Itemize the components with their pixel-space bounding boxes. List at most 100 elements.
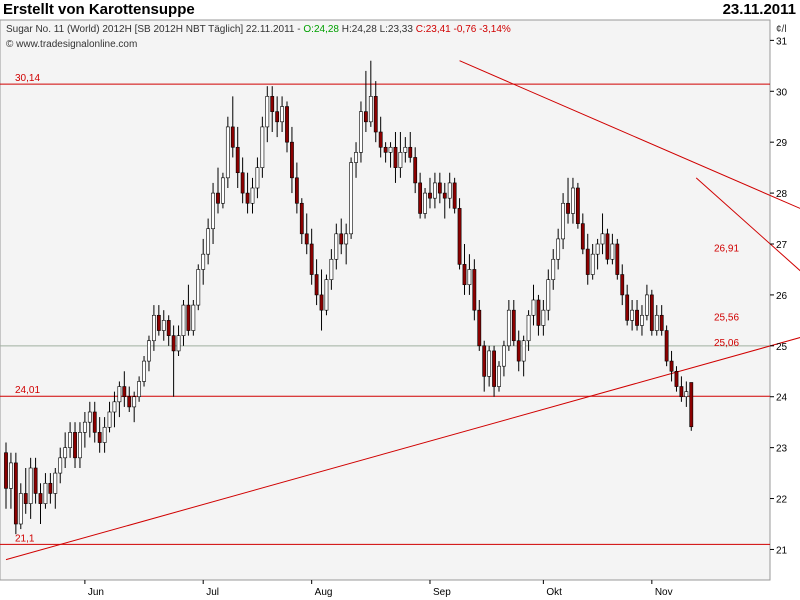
candle bbox=[122, 371, 127, 407]
horizontal-line-label: 24,01 bbox=[15, 385, 40, 396]
candle-body bbox=[516, 340, 521, 362]
candle bbox=[142, 356, 146, 387]
candle-body bbox=[265, 96, 270, 128]
candle-body bbox=[428, 192, 432, 199]
horizontal-line-label: 30,14 bbox=[15, 73, 40, 84]
candle bbox=[526, 310, 531, 351]
candle-body bbox=[413, 157, 418, 184]
candle-body bbox=[4, 452, 8, 489]
y-tick-label: 27 bbox=[776, 240, 788, 251]
candle-body bbox=[590, 253, 595, 275]
candle bbox=[23, 468, 28, 514]
candle bbox=[561, 193, 565, 250]
candle bbox=[659, 305, 664, 336]
candle-body bbox=[63, 447, 68, 459]
candle bbox=[137, 376, 142, 402]
candle-body bbox=[334, 233, 339, 260]
candle-body bbox=[58, 457, 63, 474]
candle-body bbox=[196, 269, 201, 306]
candle-body bbox=[186, 304, 191, 331]
candle-body bbox=[561, 202, 565, 240]
candle-body bbox=[620, 274, 625, 296]
candle-body bbox=[48, 482, 53, 494]
annotations: 26,91 25,56 25,06 bbox=[714, 244, 739, 349]
candle-body bbox=[275, 111, 280, 123]
horizontal-line-label: 21,1 bbox=[15, 533, 35, 544]
candle bbox=[102, 417, 107, 453]
candle-body bbox=[299, 202, 304, 235]
candle bbox=[270, 86, 275, 132]
candle bbox=[585, 233, 590, 285]
candle-body bbox=[600, 233, 605, 245]
candle-body bbox=[142, 360, 146, 382]
candle-body bbox=[13, 462, 18, 525]
candle-body bbox=[216, 192, 220, 204]
candle bbox=[92, 401, 97, 443]
candle-body bbox=[492, 350, 496, 387]
candle bbox=[48, 473, 53, 504]
candle-body bbox=[324, 279, 329, 311]
candle bbox=[482, 340, 487, 392]
candle-body bbox=[398, 152, 403, 168]
candle bbox=[452, 177, 457, 214]
candle bbox=[354, 142, 358, 178]
candle-body bbox=[541, 309, 546, 326]
candle-body bbox=[635, 309, 639, 326]
candle-body bbox=[97, 432, 102, 443]
candle bbox=[18, 483, 23, 530]
candle bbox=[324, 274, 329, 316]
candle bbox=[260, 116, 265, 178]
candle-body bbox=[684, 391, 689, 398]
candle-body bbox=[408, 146, 413, 158]
candle-body bbox=[664, 330, 669, 362]
candle bbox=[669, 350, 674, 382]
x-axis: Jun Jul Aug Sep Okt Nov bbox=[84, 580, 673, 598]
candle-body bbox=[487, 350, 492, 377]
candle bbox=[304, 213, 309, 255]
candle-body bbox=[28, 467, 33, 504]
candle bbox=[487, 345, 492, 387]
candle bbox=[497, 361, 501, 392]
candle bbox=[635, 300, 639, 331]
candle bbox=[359, 101, 363, 163]
info-instrument: Sugar No. 11 (World) 2012H [SB 2012H NBT… bbox=[6, 24, 303, 35]
candle-body bbox=[689, 382, 694, 428]
candle-body bbox=[112, 401, 117, 413]
candle-body bbox=[181, 304, 186, 336]
candle-body bbox=[294, 177, 299, 204]
candle bbox=[294, 162, 299, 214]
chart-title: Erstellt von Karottensuppe bbox=[3, 1, 195, 18]
candle-body bbox=[78, 432, 82, 459]
candle-body bbox=[221, 177, 225, 204]
candle bbox=[112, 391, 117, 428]
y-axis: 21 22 23 24 25 26 27 28 29 30 31 bbox=[770, 36, 788, 556]
candle bbox=[571, 177, 575, 224]
annotation-label: 25,56 bbox=[714, 312, 739, 323]
chart-header: Erstellt von Karottensuppe 23.11.2011 bbox=[0, 0, 800, 20]
candle bbox=[437, 172, 442, 204]
candle-body bbox=[605, 233, 610, 260]
candle bbox=[216, 167, 220, 214]
candle bbox=[201, 238, 206, 285]
candle-body bbox=[191, 304, 196, 331]
candle bbox=[388, 142, 393, 168]
candle bbox=[644, 284, 649, 321]
candle bbox=[502, 340, 506, 377]
candle bbox=[235, 126, 240, 188]
candle-body bbox=[506, 309, 511, 347]
candle bbox=[82, 412, 87, 448]
candle-body bbox=[388, 146, 393, 153]
candle bbox=[206, 218, 211, 265]
candle-body bbox=[68, 432, 72, 448]
candle-body bbox=[368, 96, 373, 123]
candle bbox=[373, 81, 378, 143]
x-tick-label: Aug bbox=[315, 587, 333, 598]
y-tick-label: 29 bbox=[776, 138, 788, 149]
candle bbox=[511, 300, 516, 346]
candle bbox=[73, 422, 77, 468]
candle bbox=[368, 60, 373, 127]
candle-body bbox=[176, 335, 181, 352]
candle bbox=[684, 381, 689, 407]
y-tick-label: 21 bbox=[776, 545, 788, 556]
